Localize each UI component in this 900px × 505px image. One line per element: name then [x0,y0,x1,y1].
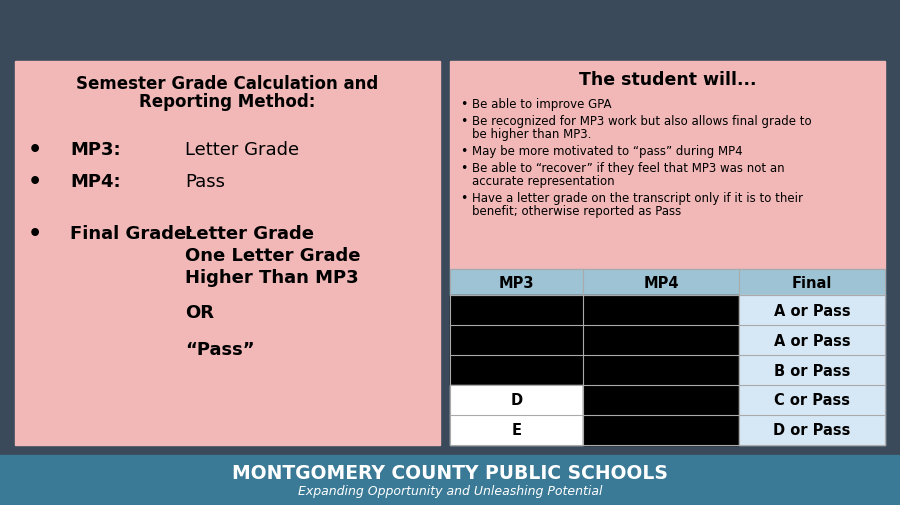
Text: “Pass”: “Pass” [185,340,255,358]
Text: Be recognized for MP3 work but also allows final grade to: Be recognized for MP3 work but also allo… [472,115,812,128]
Text: •: • [460,115,467,128]
Text: B or Pass: B or Pass [774,363,850,378]
Bar [582,325,739,356]
Bar [739,415,885,445]
Text: A or Pass: A or Pass [774,303,850,318]
Bar [582,356,739,385]
Text: Semester Grade Calculation and: Semester Grade Calculation and [76,75,379,93]
Text: MP3: MP3 [499,275,534,290]
Text: •: • [460,191,467,205]
Text: •: • [28,140,42,160]
Text: •: • [460,98,467,111]
Text: May be more motivated to “pass” during MP4: May be more motivated to “pass” during M… [472,145,742,158]
Text: MP4:: MP4: [70,173,121,190]
Text: Letter Grade: Letter Grade [185,225,314,242]
Bar [739,270,885,295]
Bar [582,415,739,445]
Text: Have a letter grade on the transcript only if it is to their: Have a letter grade on the transcript on… [472,191,803,205]
Text: The student will...: The student will... [579,71,756,89]
Text: benefit; otherwise reported as Pass: benefit; otherwise reported as Pass [472,205,681,218]
Text: OR: OR [185,304,214,321]
Bar [15,62,440,445]
Bar [739,295,885,325]
Bar [739,385,885,415]
Text: D: D [510,393,522,408]
Text: MONTGOMERY COUNTY PUBLIC SCHOOLS: MONTGOMERY COUNTY PUBLIC SCHOOLS [232,464,668,483]
Bar [450,270,582,295]
Text: Be able to improve GPA: Be able to improve GPA [472,98,611,111]
Bar [582,270,739,295]
Text: E: E [511,423,521,438]
Bar [450,295,582,325]
Text: Letter Grade: Letter Grade [185,141,299,159]
Text: MP3:: MP3: [70,141,121,159]
Text: Expanding Opportunity and Unleashing Potential: Expanding Opportunity and Unleashing Pot… [298,484,602,497]
Bar [739,356,885,385]
Text: C or Pass: C or Pass [774,393,850,408]
Bar [450,356,582,385]
Text: be higher than MP3.: be higher than MP3. [472,128,591,141]
Text: •: • [28,224,42,243]
Text: D or Pass: D or Pass [773,423,850,438]
Bar [450,415,582,445]
Bar [450,325,582,356]
Bar [0,455,900,505]
Text: •: • [460,145,467,158]
Text: accurate representation: accurate representation [472,175,615,188]
Bar [739,325,885,356]
Text: One Letter Grade: One Letter Grade [185,246,361,265]
Text: Reporting Method:: Reporting Method: [140,93,316,111]
Text: Final Grade:: Final Grade: [70,225,194,242]
Text: Be able to “recover” if they feel that MP3 was not an: Be able to “recover” if they feel that M… [472,162,785,175]
Text: Pass: Pass [185,173,225,190]
Bar [450,62,885,270]
Bar [582,295,739,325]
Text: •: • [460,162,467,175]
Text: Final: Final [792,275,832,290]
Bar [582,385,739,415]
Text: Higher Than MP3: Higher Than MP3 [185,269,358,286]
Text: MP4: MP4 [644,275,679,290]
Text: •: • [28,172,42,191]
Bar [450,385,582,415]
Text: A or Pass: A or Pass [774,333,850,348]
